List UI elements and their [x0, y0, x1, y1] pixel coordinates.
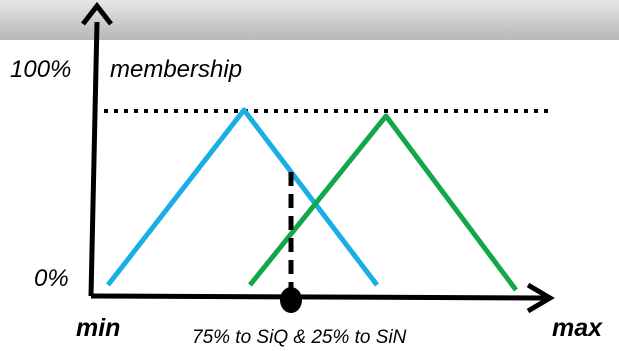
- y-bottom-label: 0%: [34, 265, 69, 292]
- filled-circle-icon: [280, 287, 302, 313]
- triangle-siq: [106, 107, 379, 287]
- membership-split-caption: 75% to SiQ & 25% to SiN: [192, 327, 407, 348]
- header-banner: [0, 0, 619, 40]
- x-min-label: min: [76, 314, 120, 342]
- x-axis: [90, 293, 547, 301]
- membership-label: membership: [110, 56, 242, 83]
- y-top-label: 100%: [10, 56, 71, 83]
- y-axis: [88, 21, 100, 297]
- arrow-right-icon: [526, 282, 555, 314]
- arrow-up-icon: [81, 1, 113, 26]
- triangle-sin: [248, 113, 519, 292]
- x-max-label: max: [552, 314, 603, 342]
